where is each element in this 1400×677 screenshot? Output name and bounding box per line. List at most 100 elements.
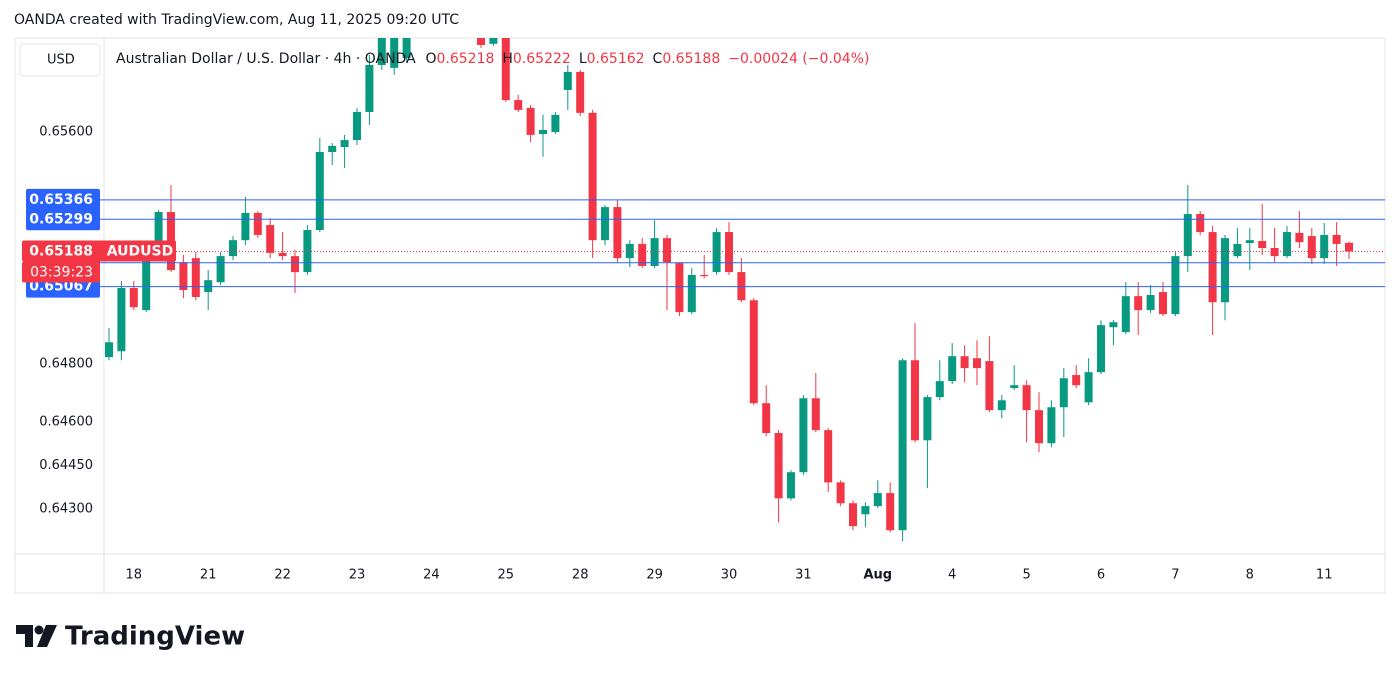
- candle-body: [142, 250, 151, 311]
- candle-body: [489, 38, 498, 44]
- candle-body: [849, 503, 857, 527]
- price-line-label: 0.65299: [29, 211, 93, 227]
- countdown-label: 03:39:23: [30, 264, 93, 280]
- x-tick-label: 25: [498, 568, 515, 583]
- candle-body: [563, 71, 572, 90]
- candle-body: [638, 243, 647, 266]
- candle-body: [514, 100, 523, 110]
- overlay: 0.65600 0.64800 0.64600 0.64450 0.64300 18 21 2…: [22, 51, 1385, 583]
- y-tick-label: 0.64600: [39, 415, 93, 430]
- candle-body: [861, 506, 870, 515]
- legend-value: 0.65218: [436, 51, 494, 67]
- candle-body: [229, 240, 237, 257]
- price-line-label-box: [26, 208, 100, 231]
- candle-body: [725, 232, 733, 273]
- x-tick-label: Aug: [863, 568, 892, 583]
- candle-body: [576, 71, 585, 113]
- legend-label: C: [653, 51, 663, 67]
- candle-body: [241, 212, 250, 241]
- legend: Australian Dollar / U.S. Dollar · 4h · O…: [116, 51, 869, 67]
- price-line-label: 0.65067: [29, 279, 93, 295]
- candle-body: [340, 140, 349, 148]
- x-tick-label: 22: [274, 568, 291, 583]
- x-tick-label: 29: [646, 568, 663, 583]
- candle-body: [1332, 234, 1341, 244]
- candle-body: [1233, 243, 1242, 257]
- candle-body: [117, 288, 126, 352]
- candle-body: [774, 433, 783, 499]
- brand: TradingView: [65, 622, 245, 652]
- candle-body: [749, 300, 758, 404]
- candle-body: [328, 145, 337, 152]
- candle-body: [762, 403, 771, 434]
- currency: USD: [47, 53, 75, 68]
- x-tick-label: 21: [200, 568, 217, 583]
- candle-body: [1134, 296, 1143, 311]
- last-price-box: [22, 240, 176, 262]
- candle-body: [1035, 410, 1043, 444]
- candle-body: [154, 212, 163, 251]
- candle-body: [1295, 232, 1304, 243]
- y-tick-label: 0.64800: [39, 357, 93, 372]
- candle-body: [1109, 322, 1118, 328]
- x-tick-label: 5: [1022, 568, 1030, 583]
- legend-value: 0.65222: [513, 51, 571, 67]
- candle-body: [1307, 236, 1316, 259]
- y-tick-label: 0.64450: [39, 458, 93, 473]
- candle-body: [315, 151, 324, 231]
- candle-body: [799, 398, 808, 473]
- candle-body: [1159, 292, 1167, 315]
- y-tick-label: 0.65600: [39, 124, 93, 139]
- candle-body: [216, 256, 225, 283]
- legend-title: Australian Dollar / U.S. Dollar · 4h · O…: [116, 51, 416, 67]
- candle-body: [824, 430, 833, 483]
- logo-mark: [34, 625, 44, 635]
- currency-box[interactable]: [19, 43, 101, 77]
- candle-body: [935, 381, 944, 398]
- candle-body: [700, 274, 709, 277]
- countdown-box: [22, 261, 100, 283]
- x-tick-label: 30: [721, 568, 738, 583]
- candle-body: [1059, 378, 1068, 408]
- candle-body: [1283, 232, 1291, 257]
- candle-body: [1171, 256, 1180, 315]
- candle-body: [1072, 375, 1081, 386]
- candle-body: [787, 472, 795, 499]
- candle-body: [291, 256, 299, 273]
- x-tick-label: 11: [1316, 568, 1333, 583]
- candle-body: [650, 238, 659, 266]
- candle-body: [687, 274, 696, 313]
- symbol-label: AUDUSD: [107, 243, 173, 259]
- candle-body: [997, 400, 1006, 411]
- x-tick-label: 23: [349, 568, 366, 583]
- candle-body: [588, 112, 597, 241]
- candle-body: [1047, 407, 1056, 444]
- chart-frame: [14, 37, 1386, 594]
- x-tick-label: 18: [126, 568, 143, 583]
- legend-label: H: [502, 51, 513, 67]
- candle-body: [526, 107, 535, 135]
- candle-body: [811, 398, 820, 431]
- candle-body: [923, 397, 932, 441]
- y-tick-label: 0.64300: [39, 502, 93, 517]
- candle-body: [1084, 372, 1093, 403]
- candle-body: [377, 38, 386, 65]
- candle-body: [1121, 296, 1130, 333]
- x-tick-label: 24: [423, 568, 440, 583]
- candle-body: [1097, 325, 1105, 373]
- legend-value: 0.65188: [662, 51, 720, 67]
- logo-mark: [37, 625, 57, 647]
- legend-change: −0.00024 (−0.04%): [728, 51, 869, 67]
- x-tick-label: 31: [795, 568, 812, 583]
- legend-value: 0.65162: [587, 51, 645, 67]
- plot-area: [104, 38, 1385, 542]
- candle-body: [1270, 247, 1279, 257]
- candle-body: [973, 358, 981, 369]
- x-tick-label: 4: [948, 568, 956, 583]
- price-line-label-box: [26, 188, 100, 211]
- candle-body: [712, 232, 721, 273]
- watermark: OANDA created with TradingView.com, Aug …: [14, 12, 459, 28]
- price-line-label: 0.65366: [29, 192, 93, 208]
